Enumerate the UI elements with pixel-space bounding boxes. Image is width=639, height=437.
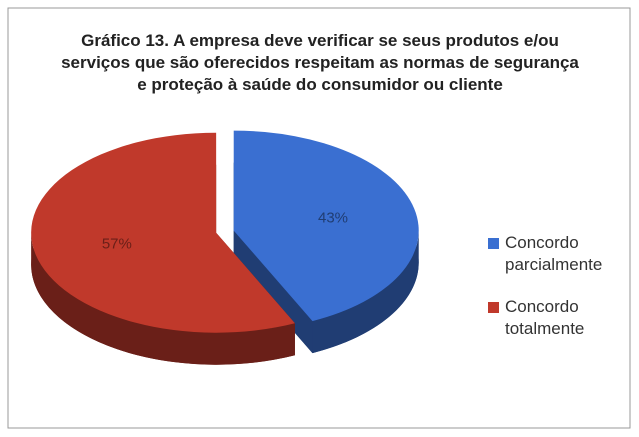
legend-label: Concordo parcialmente [505,233,603,274]
slice-side [31,232,295,365]
slice-side [312,230,419,354]
pie-slice [31,132,295,365]
data-label: 43% [318,210,348,227]
legend-item: Concordo totalmente [488,296,628,340]
legend-item: Concordo parcialmente [488,232,628,276]
legend-swatch [488,238,499,249]
data-label: 57% [102,236,132,253]
legend-swatch [488,302,499,313]
chart-title: Gráfico 13. A empresa deve verificar se … [61,31,579,94]
pie-slice [233,130,419,354]
slice-top [233,130,419,322]
legend: Concordo parcialmente Concordo totalmente [488,232,628,360]
slice-top [31,132,295,333]
legend-label: Concordo totalmente [505,297,585,338]
